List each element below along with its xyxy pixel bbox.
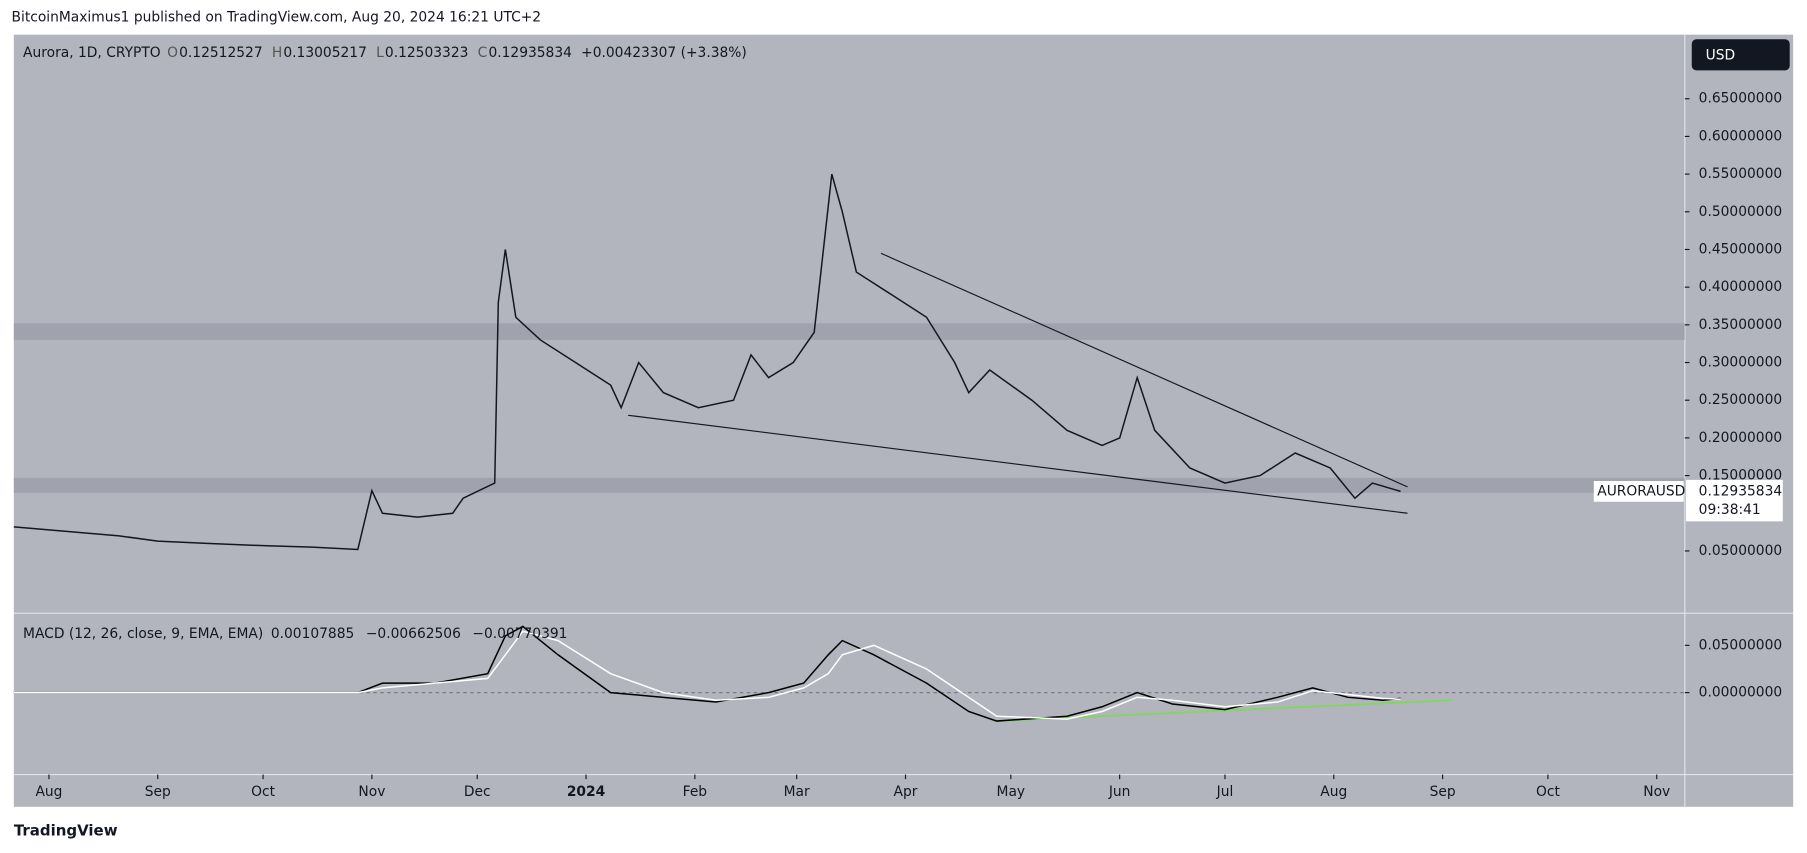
ohlc-o-label: O [167, 45, 178, 61]
price-tag [1685, 479, 1783, 522]
trendline [628, 414, 1408, 514]
x-tick-label: May [997, 784, 1026, 800]
currency[interactable]: USD [1706, 47, 1736, 63]
x-tick-label: Apr [894, 784, 918, 800]
ohlc-c: 0.12935834 [488, 45, 572, 61]
symbol-tag [1593, 481, 1684, 502]
ohlc-h: 0.13005217 [283, 45, 366, 61]
macd-title: MACD (12, 26, close, 9, EMA, EMA) [23, 626, 263, 642]
y-tick-label: 0.55000000 [1699, 166, 1782, 182]
ohlc-o: 0.12512527 [179, 45, 262, 61]
x-tick-label: Aug [35, 784, 62, 800]
x-tick-label: Feb [683, 784, 708, 800]
x-tick-label: Jun [1108, 784, 1131, 800]
ohlc-l-label: L [376, 45, 384, 61]
x-tick-label: Dec [464, 784, 491, 800]
x-tick-label: Jul [1216, 784, 1234, 800]
ohlc-change: +0.00423307 (+3.38%) [581, 45, 747, 61]
y-tick-label: 0.45000000 [1699, 241, 1782, 257]
currency-button[interactable] [1691, 39, 1790, 71]
y-tick-label: 0.40000000 [1699, 279, 1782, 295]
y-tick-label: 0.15000000 [1699, 468, 1782, 484]
x-tick-label: Nov [358, 784, 385, 800]
ohlc-l: 0.12503323 [385, 45, 468, 61]
macd-readout: 0.00107885 [271, 626, 354, 642]
publisher: BitcoinMaximus1 published on TradingView… [12, 9, 542, 25]
zone [13, 323, 1685, 340]
x-tick-label: Nov [1643, 784, 1670, 800]
x-tick-label: 2024 [567, 784, 605, 800]
x-tick-label: Mar [784, 784, 810, 800]
macd-readout: −0.00770391 [472, 626, 567, 642]
y-tick-label: 0.50000000 [1699, 204, 1782, 220]
x-tick-label: Sep [1430, 784, 1456, 800]
y-tick-label: 0.30000000 [1699, 355, 1782, 371]
x-tick-label: Aug [1320, 784, 1347, 800]
trendline [880, 252, 1408, 488]
y-tick-label: 0.60000000 [1699, 128, 1782, 144]
y-tick-label: 0.00000000 [1699, 685, 1782, 701]
x-tick-label: Sep [145, 784, 171, 800]
x-tick-label: Oct [251, 784, 275, 800]
y-tick-label: 0.05000000 [1699, 543, 1782, 559]
macd-line [13, 630, 1401, 720]
ohlc-h-label: H [272, 45, 282, 61]
macd-readout: −0.00662506 [366, 626, 461, 642]
y-tick-label: 0.20000000 [1699, 430, 1782, 446]
y-tick-label: 0.25000000 [1699, 392, 1782, 408]
ohlc-c-label: C [478, 45, 488, 61]
symbol-title: Aurora, 1D, CRYPTO [23, 45, 161, 61]
y-tick-label: 0.35000000 [1699, 317, 1782, 333]
chart-panel [13, 34, 1794, 807]
y-tick-label: 0.05000000 [1699, 637, 1782, 653]
zone [13, 477, 1685, 493]
symbol-tag-label: AURORAUSD [1597, 483, 1685, 499]
x-tick-label: Oct [1536, 784, 1560, 800]
price-line [13, 173, 1401, 551]
countdown: 09:38:41 [1699, 502, 1761, 518]
last-price: 0.12935834 [1699, 483, 1783, 499]
brand: TradingView [14, 822, 118, 840]
y-tick-label: 0.65000000 [1699, 91, 1782, 107]
